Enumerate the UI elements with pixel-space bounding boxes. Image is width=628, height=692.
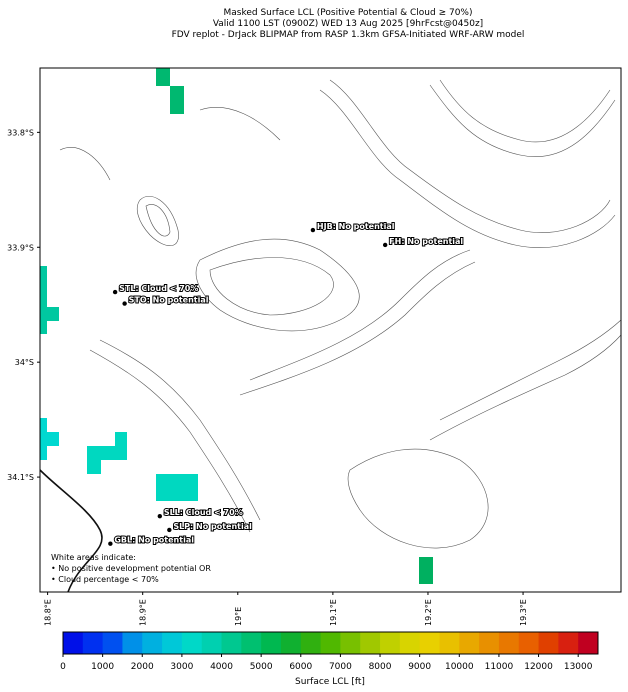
colorbar-segment [181, 632, 203, 654]
station [112, 289, 118, 295]
colorbar-segment [122, 632, 143, 654]
colorbar-segment [399, 632, 421, 654]
y-tick-label: 34°S [15, 358, 34, 367]
note: White areas indicate: • No positive deve… [51, 553, 211, 584]
colorbar-tick-label: 9000 [408, 662, 431, 672]
cell [170, 86, 184, 114]
x-tick-label: 19.2°E [424, 599, 433, 626]
colorbar-tick-label: 1000 [91, 662, 114, 672]
colorbar-tick-label: 5000 [250, 662, 273, 672]
colorbar-frame [62, 631, 599, 655]
colorbar-tick-label: 10000 [445, 662, 474, 672]
cell [419, 557, 433, 584]
colorbar-tick-label: 7000 [329, 662, 352, 672]
y-tick-label: 33.8°S [7, 128, 34, 137]
y-tick-label: 33.9°S [7, 243, 34, 252]
colorbar-segment [320, 632, 341, 654]
colorbar-segment [201, 632, 223, 654]
colorbar-segment [142, 632, 163, 654]
cell [115, 432, 127, 446]
colorbar-segment [102, 632, 123, 654]
titles: Masked Surface LCL (Positive Potential &… [172, 8, 525, 40]
station-label: HJB: No potential [317, 222, 395, 231]
cell [156, 68, 170, 86]
station-label: FH: No potential [389, 237, 463, 246]
colorbar-segment [360, 632, 381, 654]
colorbar-segment [439, 632, 460, 654]
map-area [40, 68, 621, 592]
colorbar-segment [380, 632, 401, 654]
station [310, 227, 316, 233]
station [382, 242, 388, 248]
colorbar-segment [162, 632, 183, 654]
colorbar-segment [63, 632, 84, 654]
colorbar-label: Surface LCL [ft] [295, 677, 365, 687]
coastline [39, 469, 103, 593]
cell [40, 266, 47, 334]
station-label: GBL: No potential [114, 536, 194, 545]
colorbar-segment [518, 632, 540, 654]
station-label: STL: Cloud < 70% [119, 284, 198, 293]
colorbar-segment [558, 632, 579, 654]
colorbar-segment [538, 632, 559, 654]
colorbar-tick-label: 11000 [485, 662, 514, 672]
colorbar-tick-label: 3000 [170, 662, 193, 672]
station-label: SLP: No potential [173, 522, 252, 531]
colorbar-tick-label: 2000 [131, 662, 154, 672]
colorbar-segment [221, 632, 242, 654]
colorbar-tick-label: 13000 [564, 662, 593, 672]
note-line: White areas indicate: [51, 553, 136, 562]
x-tick-label: 18.8°E [44, 599, 53, 626]
colorbar-segment [241, 632, 262, 654]
colorbar-tick-label: 4000 [210, 662, 233, 672]
colorbar-segment [280, 632, 302, 654]
note-line: • Cloud percentage < 70% [51, 575, 159, 584]
colorbar-segment [498, 632, 520, 654]
cell [47, 307, 59, 321]
colorbar-segment [300, 632, 322, 654]
colorbar-tick-label: 6000 [289, 662, 312, 672]
station [167, 527, 172, 533]
cell [87, 460, 101, 474]
colorbar-segment [479, 632, 500, 654]
colorbar-segment [578, 632, 599, 654]
cell [87, 446, 127, 460]
x-tick-label: 19.3°E [519, 599, 528, 626]
cell [156, 474, 198, 501]
x-tick-label: 19.1°E [329, 599, 338, 626]
title-line: Valid 1100 LST (0900Z) WED 13 Aug 2025 [… [213, 19, 483, 29]
colorbar-tick-label: 12000 [524, 662, 553, 672]
station [122, 301, 127, 306]
colorbar-tick-label: 8000 [369, 662, 392, 672]
title-line: Masked Surface LCL (Positive Potential &… [223, 8, 472, 18]
colorbar-segment [419, 632, 440, 654]
cell [47, 432, 59, 446]
station [157, 513, 163, 519]
station-label: SLL: Cloud < 70% [164, 508, 243, 517]
terrain-contours [59, 79, 622, 549]
cell [40, 418, 47, 460]
map-frame [39, 67, 622, 593]
colorbar-segment [82, 632, 104, 654]
y-tick-label: 34.1°S [7, 473, 34, 482]
title-line: FDV replot - DrJack BLIPMAP from RASP 1.… [172, 30, 525, 40]
note-line: • No positive development potential OR [51, 564, 211, 573]
x-tick-label: 19°E [234, 607, 243, 626]
x-tick-label: 18.9°E [139, 599, 148, 626]
lcl-cells [40, 68, 433, 584]
colorbar-segment [459, 632, 480, 654]
station [108, 541, 113, 546]
colorbar-segment [340, 632, 361, 654]
colorbar-segment [261, 632, 282, 654]
colorbar-tick-label: 0 [60, 662, 66, 672]
station-label: STO: No potential [129, 296, 209, 305]
